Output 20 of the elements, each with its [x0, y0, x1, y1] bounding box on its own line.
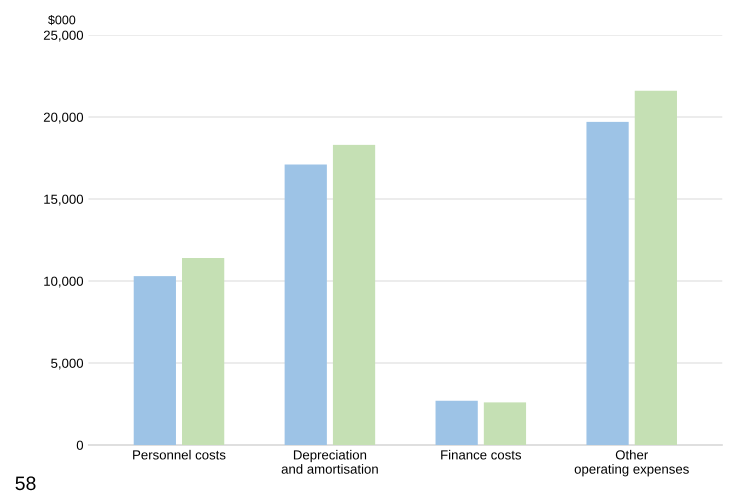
- y-tick-label: 15,000: [44, 194, 84, 206]
- bar: [436, 400, 478, 445]
- bar: [134, 276, 176, 445]
- x-tick-label: Finance costs: [441, 450, 522, 460]
- y-tick-label: 0: [76, 440, 84, 450]
- y-tick-label: 10,000: [44, 276, 84, 288]
- text: 58: [16, 476, 36, 490]
- y-tick-label: 25,000: [44, 30, 84, 42]
- y-tick-label: 20,000: [44, 112, 84, 124]
- bar: [332, 144, 376, 445]
- x-tick-label: Personnel costs: [133, 450, 226, 460]
- x-tick-label: Depreciation and amortisation: [282, 450, 378, 474]
- y-axis-title: $000: [48, 14, 76, 26]
- bar: [182, 258, 224, 445]
- bar: [284, 164, 327, 445]
- y-tick-label: 5,000: [51, 358, 84, 370]
- bar: [634, 90, 677, 445]
- x-tick-label: Other operating expenses: [574, 450, 689, 476]
- bar: [484, 402, 526, 445]
- bar: [586, 122, 629, 445]
